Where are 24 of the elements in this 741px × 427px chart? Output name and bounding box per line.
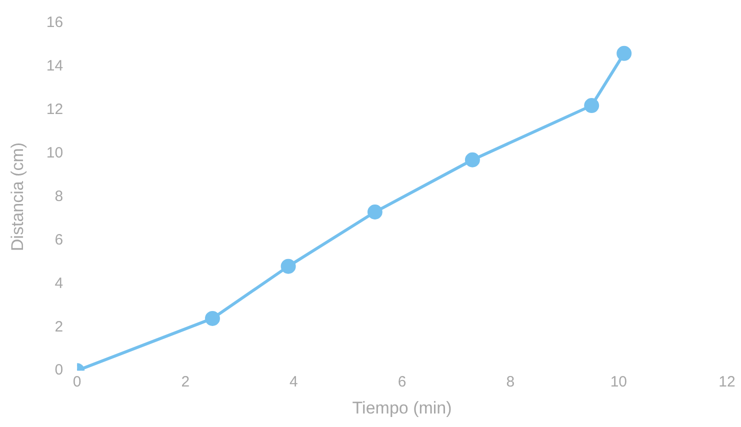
x-tick-label: 12 [718,374,736,391]
point [204,310,220,326]
y-axis-title: Distancia (cm) [8,142,27,252]
y-tick-label: 14 [46,58,64,75]
y-tick-label: 6 [54,231,64,248]
x-tick-label: 8 [506,374,515,391]
x-tick-label: 6 [398,374,406,391]
x-tick-label: 2 [181,374,190,391]
y-tick-label: 2 [54,318,64,336]
point [584,98,600,114]
y-tick-label: 12 [46,101,64,118]
y-tick-label: 10 [46,144,64,162]
x-axis-title: Tiempo (min) [352,398,452,418]
point [616,46,632,61]
x-tick-label: 0 [72,374,82,391]
point [464,152,480,168]
y-tick-label: 4 [54,274,64,292]
y-tick-label: 8 [54,188,64,205]
y-tick-label: 16 [46,14,64,32]
x-tick-label: 4 [290,374,298,391]
point [367,204,382,220]
point [280,258,296,274]
x-tick-label: 10 [610,374,628,391]
y-tick-label: 0 [54,362,64,379]
